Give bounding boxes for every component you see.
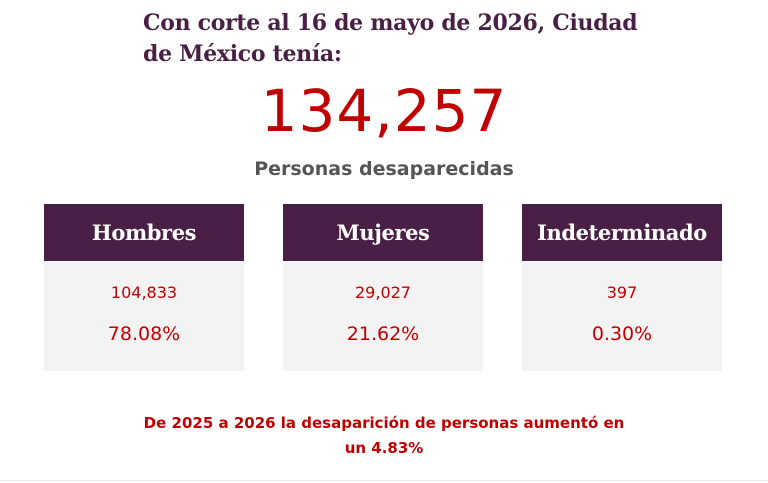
stat-card-indeterminado: Indeterminado 397 0.30% bbox=[522, 204, 722, 371]
stat-card-percent: 21.62% bbox=[346, 323, 420, 345]
trend-note: De 2025 a 2026 la desaparición de person… bbox=[143, 414, 625, 457]
stat-card-count: 29,027 bbox=[355, 283, 411, 302]
stat-card-percent: 0.30% bbox=[591, 323, 653, 345]
stat-card-hombres: Hombres 104,833 78.08% bbox=[44, 204, 244, 371]
stat-card-title: Indeterminado bbox=[522, 204, 722, 261]
stat-card-percent: 78.08% bbox=[107, 323, 181, 345]
page-headline: Con corte al 16 de mayo de 2026, Ciudad … bbox=[143, 10, 638, 67]
stat-card-count: 397 bbox=[606, 283, 638, 302]
stat-card-count: 104,833 bbox=[110, 283, 178, 302]
total-missing-count: 134,257 bbox=[260, 77, 508, 145]
total-missing-label: Personas desaparecidas bbox=[254, 158, 514, 180]
stat-card-title: Mujeres bbox=[283, 204, 483, 261]
bottom-divider bbox=[0, 480, 768, 481]
stat-card-mujeres: Mujeres 29,027 21.62% bbox=[283, 204, 483, 371]
stat-card-title: Hombres bbox=[44, 204, 244, 261]
